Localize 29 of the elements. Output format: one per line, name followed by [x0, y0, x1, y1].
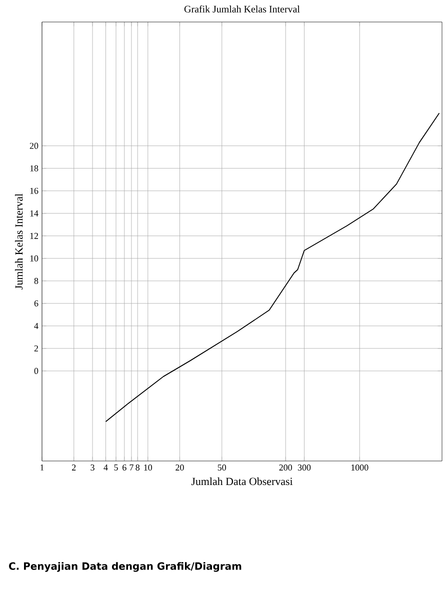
x-tick-label: 300: [298, 464, 311, 471]
y-tick-label: 2: [34, 345, 38, 352]
x-tick-label: 10: [144, 464, 152, 471]
y-tick-label: 20: [30, 142, 38, 149]
y-tick-label: 0: [34, 368, 38, 374]
chart-title: Grafik Jumlah Kelas Interval: [184, 5, 300, 12]
y-axis-title: Jumlah Kelas Interval: [14, 194, 23, 290]
y-tick-label: 6: [34, 300, 38, 306]
x-tick-label: 200: [279, 464, 292, 471]
x-tick-label: 5: [114, 464, 118, 470]
text: C. Penyajian Data dengan Grafik/Diagram: [9, 562, 242, 572]
y-tick-label: 16: [30, 188, 38, 194]
x-tick-label: 4: [104, 464, 108, 470]
x-tick-label: 7: [130, 464, 134, 470]
y-tick-label: 4: [34, 322, 38, 329]
y-tick-label: 10: [30, 255, 38, 262]
x-tick-label: 50: [218, 464, 226, 471]
y-tick-label: 8: [34, 278, 38, 284]
y-tick-label: 12: [30, 232, 38, 239]
x-tick-label: 8: [136, 464, 140, 471]
x-tick-label: 1: [40, 464, 44, 470]
y-tick-label: 18: [30, 165, 38, 172]
x-tick-label: 3: [90, 464, 94, 471]
x-axis-title: Jumlah Data Observasi: [191, 477, 293, 486]
x-tick-label: 2: [72, 464, 76, 470]
y-tick-label: 14: [30, 210, 38, 216]
x-tick-label: 20: [176, 464, 184, 471]
x-tick-label: 6: [122, 464, 126, 471]
x-tick-label: 1000: [351, 464, 368, 471]
